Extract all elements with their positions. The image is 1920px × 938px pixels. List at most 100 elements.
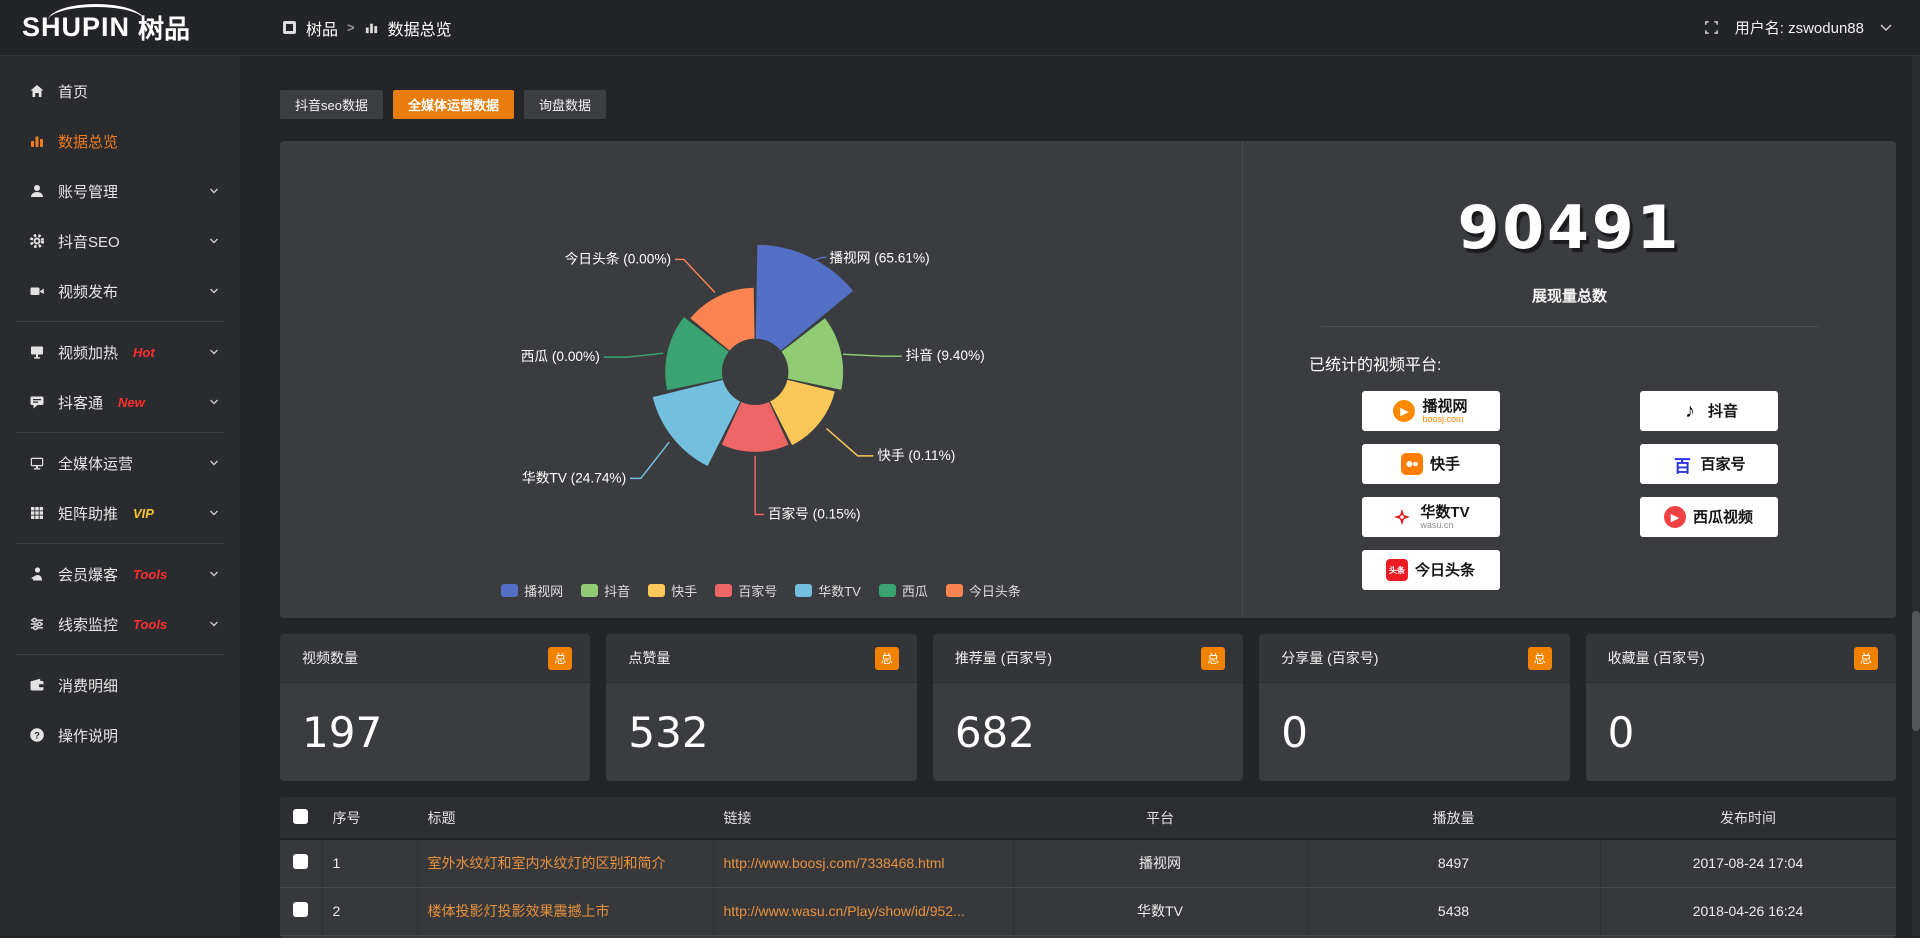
platform-badge-今日头条[interactable]: 头条今日头条	[1362, 550, 1500, 590]
select-all-header	[280, 797, 322, 839]
row-checkbox[interactable]	[293, 902, 308, 917]
tab-inquiry-data[interactable]: 询盘数据	[524, 90, 606, 119]
legend-item-快手[interactable]: 快手	[648, 581, 697, 600]
legend-item-抖音[interactable]: 抖音	[581, 581, 630, 600]
video-camera-icon	[28, 283, 45, 299]
boosj-play-icon: ▶	[1393, 400, 1415, 422]
scrollbar-thumb[interactable]	[1912, 611, 1920, 731]
sidebar-item-label: 视频加热	[58, 342, 118, 363]
user-chevron-down-icon[interactable]	[1880, 21, 1892, 35]
sidebar-item-首页[interactable]: 首页	[0, 66, 240, 116]
toutiao-icon: 头条	[1386, 559, 1408, 581]
baijiahao-icon: 百	[1671, 453, 1693, 475]
platform-name: 百家号	[1700, 457, 1745, 472]
sidebar-divider	[16, 654, 224, 655]
sidebar-item-抖音SEO[interactable]: 抖音SEO	[0, 216, 240, 266]
pie-label-line	[826, 429, 873, 456]
stat-card-label: 收藏量 (百家号)	[1608, 648, 1705, 668]
bar-chart-icon	[28, 133, 45, 149]
total-badge[interactable]: 总	[1854, 647, 1878, 670]
breadcrumb-root[interactable]: 树品	[306, 16, 338, 40]
sidebar-item-全媒体运营[interactable]: 全媒体运营	[0, 438, 240, 488]
row-plays: 5438	[1307, 887, 1600, 935]
row-url-link: http://www.wasu.cn/Play/show/id/952...	[713, 887, 1013, 935]
sidebar-item-label: 数据总览	[58, 131, 118, 152]
sidebar-item-视频发布[interactable]: 视频发布	[0, 266, 240, 316]
sidebar-item-label: 抖客通	[58, 392, 103, 413]
platform-badge-西瓜视频[interactable]: ▶西瓜视频	[1640, 497, 1778, 537]
sidebar-item-tag: New	[118, 395, 145, 410]
platform-name: 抖音	[1708, 404, 1738, 419]
legend-swatch	[501, 584, 518, 597]
platform-subtext: wasu.cn	[1420, 520, 1453, 530]
tab-omnimedia-data[interactable]: 全媒体运营数据	[393, 90, 514, 119]
legend-item-今日头条[interactable]: 今日头条	[946, 581, 1021, 600]
row-title-link: 室外水纹灯和室内水纹灯的区别和简介	[417, 839, 713, 887]
legend-item-百家号[interactable]: 百家号	[715, 581, 777, 600]
legend-item-播视网[interactable]: 播视网	[501, 581, 563, 600]
sidebar-item-label: 矩阵助推	[58, 503, 118, 524]
legend-label: 华数TV	[818, 581, 861, 600]
tab-douyin-seo-data[interactable]: 抖音seo数据	[280, 90, 383, 119]
sidebar-divider	[16, 321, 224, 322]
sidebar-item-账号管理[interactable]: 账号管理	[0, 166, 240, 216]
sidebar-item-操作说明[interactable]: ?操作说明	[0, 710, 240, 760]
legend-swatch	[715, 584, 732, 597]
username-label[interactable]: 用户名: zswodun88	[1735, 17, 1864, 38]
platform-name: 华数TV	[1420, 505, 1469, 520]
sidebar-item-label: 会员爆客	[58, 564, 118, 585]
total-badge[interactable]: 总	[875, 647, 899, 670]
chevron-down-icon	[208, 346, 220, 358]
table-header-row: 序号标题链接平台播放量发布时间	[280, 797, 1896, 839]
sidebar-item-label: 全媒体运营	[58, 453, 133, 474]
select-all-checkbox[interactable]	[293, 809, 308, 824]
total-badge[interactable]: 总	[548, 647, 572, 670]
total-badge[interactable]: 总	[1528, 647, 1552, 670]
stat-card-value: 0	[1281, 708, 1308, 757]
breadcrumb-current[interactable]: 数据总览	[388, 16, 452, 40]
legend-swatch	[946, 584, 963, 597]
pie-label-line	[843, 354, 902, 356]
sidebar-item-label: 首页	[58, 81, 88, 102]
grid-icon	[28, 505, 45, 521]
xigua-play-icon: ▶	[1664, 506, 1686, 528]
platform-badge-抖音[interactable]: ♪抖音	[1640, 391, 1778, 431]
stat-card-label: 视频数量	[302, 648, 358, 668]
pie-label-快手: 快手 (0.11%)	[877, 448, 955, 463]
summary-divider	[1321, 326, 1817, 327]
fullscreen-icon[interactable]	[1704, 20, 1719, 35]
stat-card-value: 0	[1608, 708, 1635, 757]
legend-label: 播视网	[524, 581, 563, 600]
sidebar-item-数据总览[interactable]: 数据总览	[0, 116, 240, 166]
row-select-cell	[280, 839, 322, 887]
page-scrollbar[interactable]	[1912, 56, 1920, 936]
row-checkbox[interactable]	[293, 854, 308, 869]
main-content: 抖音seo数据 全媒体运营数据 询盘数据 播视网 (65.61%)抖音 (9.4…	[240, 56, 1920, 936]
stat-card-value: 532	[628, 708, 708, 757]
total-badge[interactable]: 总	[1201, 647, 1225, 670]
stat-card-recommendations: 推荐量 (百家号)总 682	[933, 634, 1243, 781]
column-header-播放量: 播放量	[1307, 797, 1600, 839]
legend-label: 快手	[671, 581, 697, 600]
platform-badge-百家号[interactable]: 百百家号	[1640, 444, 1778, 484]
legend-label: 百家号	[738, 581, 777, 600]
impressions-total-label: 展现量总数	[1243, 285, 1896, 306]
legend-swatch	[648, 584, 665, 597]
platform-badge-快手[interactable]: 快手	[1362, 444, 1500, 484]
sidebar-item-抖客通[interactable]: 抖客通 New	[0, 377, 240, 427]
sidebar-item-消费明细[interactable]: 消费明细	[0, 660, 240, 710]
chat-icon	[28, 394, 45, 410]
legend-item-西瓜[interactable]: 西瓜	[879, 581, 928, 600]
pie-slice-华数TV[interactable]	[653, 380, 740, 466]
sidebar-divider	[16, 432, 224, 433]
legend-item-华数TV[interactable]: 华数TV	[795, 581, 861, 600]
row-platform: 播视网	[1013, 839, 1307, 887]
